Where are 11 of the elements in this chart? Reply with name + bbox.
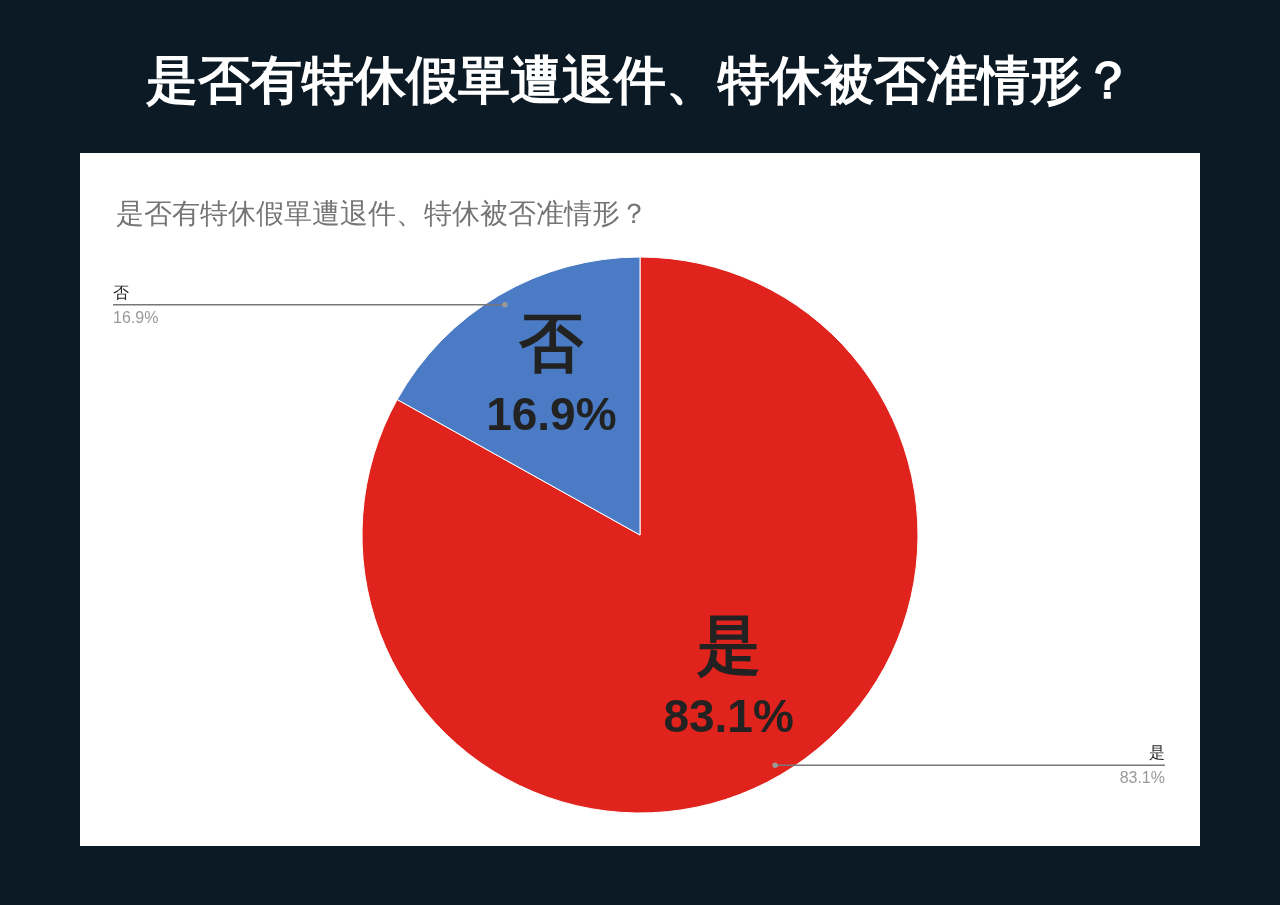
slice-label: 是 (695, 608, 761, 681)
data-label: 83.1% (663, 689, 794, 742)
text: 83.1% (1119, 769, 1165, 787)
slice-label: 否 (518, 307, 585, 380)
text: 16.9% (113, 308, 159, 326)
pie-slice (361, 256, 919, 814)
slice-label: 否 (113, 283, 129, 301)
slice-label: 是 (1149, 744, 1165, 762)
chart-title: 是否有特休假單遭退件、特休被否准情形？ (145, 50, 1135, 110)
data-label: 16.9% (486, 388, 617, 441)
chart-subtitle: 是否有特休假單遭退件、特休被否准情形？ (116, 198, 648, 229)
